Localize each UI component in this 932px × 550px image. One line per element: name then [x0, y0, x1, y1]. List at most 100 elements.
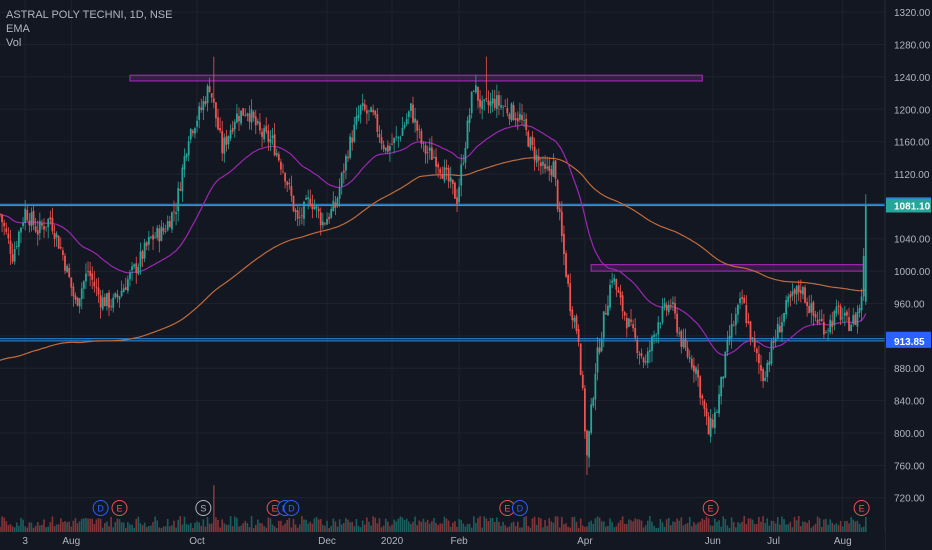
- candle-body[interactable]: [617, 289, 620, 293]
- candle-body[interactable]: [412, 104, 414, 123]
- candle-body[interactable]: [349, 136, 351, 158]
- candle-body[interactable]: [351, 137, 354, 143]
- candle-body[interactable]: [837, 305, 840, 308]
- candle-body[interactable]: [250, 109, 253, 123]
- candle-body[interactable]: [441, 174, 444, 179]
- candle-body[interactable]: [15, 245, 18, 247]
- candle-body[interactable]: [416, 120, 419, 131]
- candle-body[interactable]: [672, 302, 674, 305]
- candle-body[interactable]: [514, 118, 517, 121]
- candle-body[interactable]: [110, 305, 113, 307]
- candle-body[interactable]: [9, 240, 12, 254]
- candle-body[interactable]: [745, 304, 748, 323]
- candle-body[interactable]: [32, 210, 35, 225]
- candle-body[interactable]: [34, 226, 37, 232]
- candle-body[interactable]: [106, 293, 108, 307]
- candle-body[interactable]: [101, 297, 104, 310]
- candle-body[interactable]: [282, 171, 284, 173]
- candle-body[interactable]: [600, 339, 603, 352]
- candle-body[interactable]: [460, 164, 463, 186]
- candle-body[interactable]: [546, 166, 549, 169]
- candle-body[interactable]: [85, 273, 87, 282]
- candle-body[interactable]: [630, 319, 632, 322]
- candle-body[interactable]: [204, 101, 207, 105]
- candle-body[interactable]: [36, 230, 39, 235]
- candle-body[interactable]: [623, 312, 626, 316]
- candle-body[interactable]: [454, 182, 456, 199]
- candle-body[interactable]: [401, 127, 404, 136]
- candle-body[interactable]: [483, 99, 486, 102]
- candle-body[interactable]: [17, 231, 20, 247]
- candle-body[interactable]: [619, 291, 622, 298]
- candle-body[interactable]: [831, 320, 834, 328]
- candle-body[interactable]: [542, 161, 544, 166]
- candle-body[interactable]: [621, 295, 624, 312]
- candle-body[interactable]: [91, 273, 94, 280]
- candle-body[interactable]: [632, 324, 635, 329]
- candle-body[interactable]: [242, 108, 245, 116]
- candle-body[interactable]: [864, 205, 867, 302]
- candle-body[interactable]: [166, 221, 169, 231]
- candle-body[interactable]: [588, 431, 590, 458]
- event-marker[interactable]: [702, 500, 719, 516]
- candle-body[interactable]: [470, 91, 473, 114]
- candle-body[interactable]: [280, 161, 282, 170]
- candle-body[interactable]: [64, 255, 66, 271]
- candle-body[interactable]: [500, 105, 502, 108]
- candle-body[interactable]: [567, 275, 570, 284]
- candle-body[interactable]: [355, 116, 358, 125]
- candle-body[interactable]: [489, 101, 492, 107]
- candle-body[interactable]: [485, 98, 488, 100]
- candle-body[interactable]: [66, 265, 68, 273]
- candle-body[interactable]: [611, 280, 614, 283]
- candle-body[interactable]: [198, 106, 201, 120]
- candle-body[interactable]: [108, 292, 110, 308]
- candle-body[interactable]: [208, 86, 211, 93]
- candle-body[interactable]: [521, 115, 523, 121]
- candle-body[interactable]: [804, 287, 806, 303]
- candle-body[interactable]: [294, 210, 297, 213]
- candle-body[interactable]: [575, 315, 578, 331]
- candle-body[interactable]: [493, 98, 496, 108]
- candle-body[interactable]: [1, 214, 3, 223]
- candle-body[interactable]: [504, 105, 507, 107]
- candle-body[interactable]: [753, 338, 756, 348]
- event-marker[interactable]: [92, 500, 109, 516]
- candle-body[interactable]: [273, 134, 276, 156]
- candle-body[interactable]: [739, 298, 741, 304]
- candle-body[interactable]: [810, 303, 813, 313]
- candle-body[interactable]: [642, 357, 645, 363]
- resistance-zone[interactable]: [590, 264, 865, 272]
- candle-body[interactable]: [577, 329, 580, 343]
- candle-body[interactable]: [657, 322, 660, 335]
- candle-body[interactable]: [607, 305, 609, 316]
- candle-body[interactable]: [43, 226, 45, 230]
- candle-body[interactable]: [464, 147, 467, 163]
- candle-body[interactable]: [472, 91, 475, 92]
- candle-body[interactable]: [244, 115, 247, 117]
- candle-body[interactable]: [380, 137, 383, 144]
- candle-body[interactable]: [55, 233, 58, 238]
- candle-body[interactable]: [317, 208, 320, 212]
- candle-body[interactable]: [638, 354, 641, 355]
- candle-body[interactable]: [548, 165, 551, 171]
- candle-body[interactable]: [808, 305, 811, 314]
- candle-body[interactable]: [49, 217, 52, 220]
- candle-body[interactable]: [103, 297, 106, 307]
- candle-body[interactable]: [168, 221, 171, 228]
- candle-body[interactable]: [311, 203, 314, 210]
- candle-body[interactable]: [713, 412, 716, 429]
- candle-body[interactable]: [531, 136, 534, 145]
- candle-body[interactable]: [669, 305, 672, 307]
- candle-body[interactable]: [456, 197, 458, 205]
- candle-body[interactable]: [305, 197, 307, 200]
- candle-body[interactable]: [653, 334, 655, 338]
- candle-body[interactable]: [443, 167, 446, 181]
- candle-body[interactable]: [405, 119, 408, 125]
- candle-body[interactable]: [47, 219, 50, 227]
- candle-body[interactable]: [395, 136, 398, 138]
- candle-body[interactable]: [133, 264, 136, 267]
- candle-body[interactable]: [57, 236, 60, 249]
- candle-body[interactable]: [116, 294, 119, 298]
- candle-body[interactable]: [51, 217, 54, 232]
